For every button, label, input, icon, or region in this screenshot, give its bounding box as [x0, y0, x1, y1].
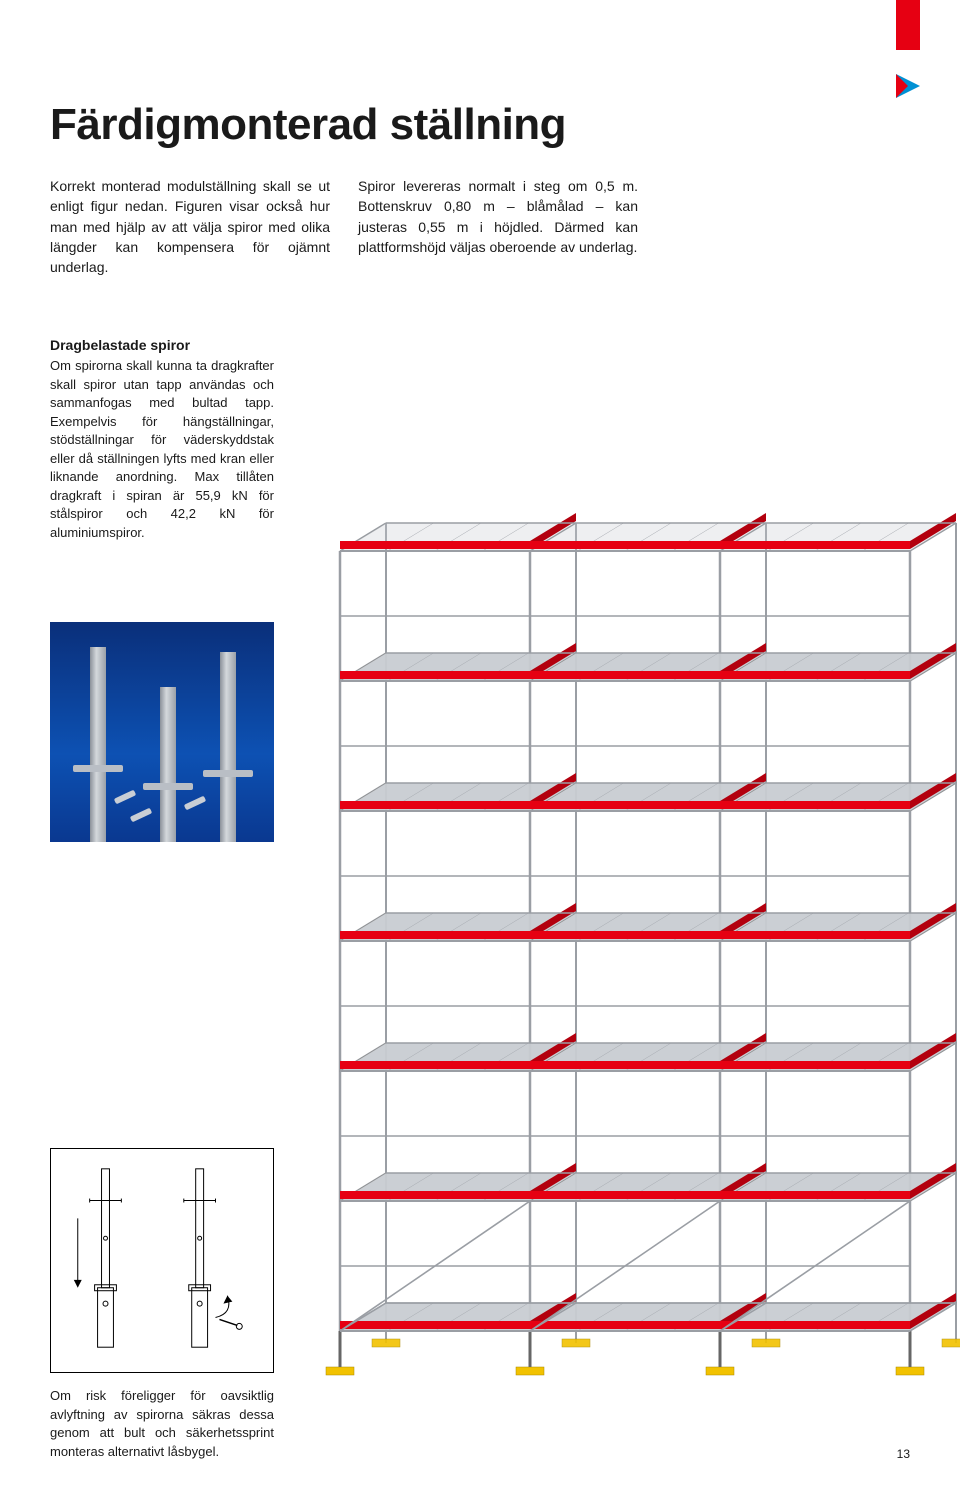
side-heading: Dragbelastade spiror	[50, 337, 274, 353]
pin-diagram	[50, 1148, 274, 1373]
tab-red-bar	[896, 0, 920, 50]
pipes-photo	[50, 622, 274, 842]
side-body: Om spirorna skall kunna ta dragkrafter s…	[50, 357, 274, 542]
page-title: Färdigmonterad ställning	[50, 100, 910, 150]
tab-arrow-icon	[896, 74, 920, 98]
intro-columns: Korrekt monterad modulställning skall se…	[50, 176, 910, 277]
intro-col-1: Korrekt monterad modulställning skall se…	[50, 176, 330, 277]
page-number: 13	[897, 1447, 910, 1461]
side-text-block: Dragbelastade spiror Om spirorna skall k…	[50, 337, 274, 542]
diagram-caption: Om risk föreligger för oavsiktlig avlyft…	[50, 1387, 274, 1461]
corner-tab	[896, 0, 920, 98]
intro-col-2: Spiror levereras normalt i steg om 0,5 m…	[358, 176, 638, 277]
